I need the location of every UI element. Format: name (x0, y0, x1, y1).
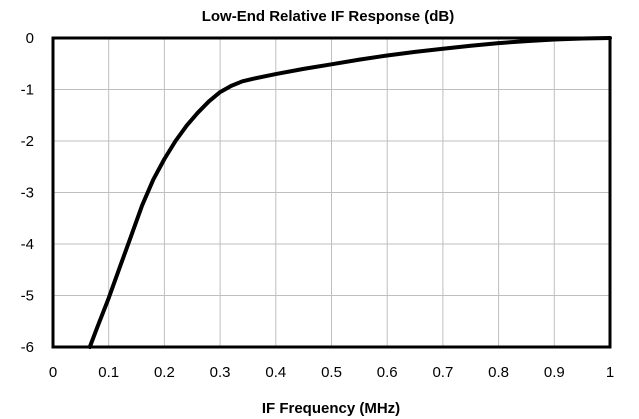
x-tick-label: 0.6 (377, 364, 398, 381)
x-tick-label: 1 (606, 364, 614, 381)
plot-frame (51, 36, 612, 349)
y-axis-ticks: 0 -1 -2 -3 -4 -5 -6 (21, 30, 34, 356)
y-tick-label: -3 (21, 185, 34, 202)
x-tick-label: 0.7 (432, 364, 453, 381)
y-tick-label: -2 (21, 133, 34, 150)
x-axis-ticks: 0 0.1 0.2 0.3 0.4 0.5 0.6 0.7 0.8 0.9 1 (49, 364, 614, 381)
x-tick-label: 0.8 (488, 364, 509, 381)
response-line (87, 36, 612, 349)
x-tick-label: 0.9 (544, 364, 565, 381)
y-tick-label: -6 (21, 339, 34, 356)
y-tick-label: -1 (21, 82, 34, 99)
x-tick-label: 0.1 (98, 364, 119, 381)
grid (52, 37, 611, 348)
y-tick-label: -4 (21, 236, 34, 253)
chart-title: Low-End Relative IF Response (dB) (202, 8, 455, 25)
x-tick-label: 0.4 (265, 364, 286, 381)
series-layer (87, 36, 612, 349)
x-tick-label: 0.2 (154, 364, 175, 381)
x-tick-label: 0.5 (321, 364, 342, 381)
y-tick-label: 0 (26, 30, 34, 47)
x-tick-label: 0 (49, 364, 57, 381)
x-tick-label: 0.3 (210, 364, 231, 381)
x-axis-label: IF Frequency (MHz) (262, 400, 400, 417)
y-tick-label: -5 (21, 288, 34, 305)
